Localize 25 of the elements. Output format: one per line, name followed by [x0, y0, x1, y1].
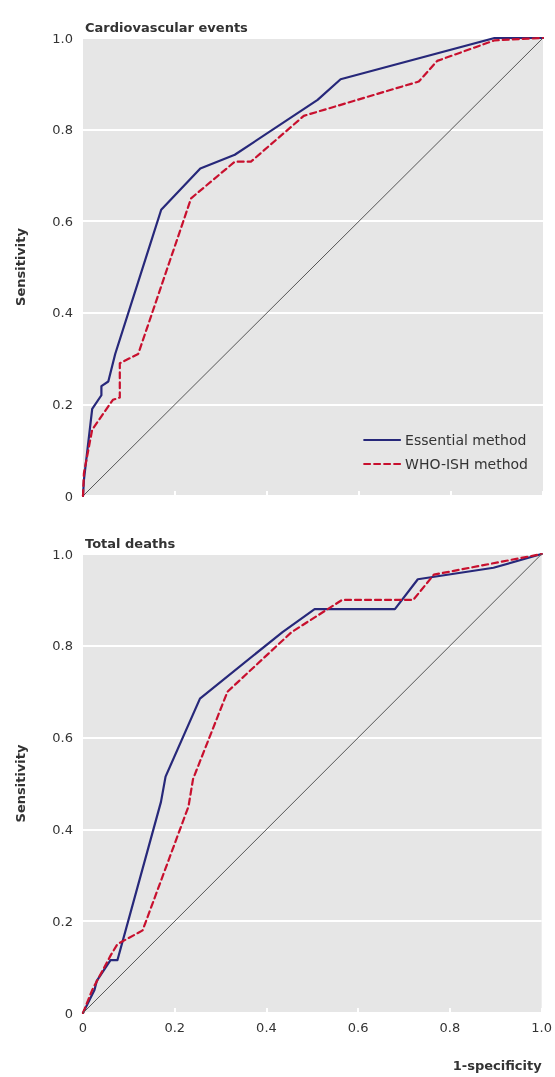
- x-tick-label: 0.8: [439, 1020, 461, 1035]
- y-tick-label: 0: [64, 488, 73, 504]
- legend-label: Essential method: [405, 432, 527, 448]
- y-tick-label: 0.6: [52, 730, 73, 746]
- y-tick-label: 0.2: [52, 396, 73, 412]
- y-tick-label: 0.4: [52, 821, 73, 837]
- x-tick-label: 0: [78, 1020, 88, 1035]
- y-tick-label: 0.4: [52, 305, 73, 321]
- legend-label: WHO-ISH method: [405, 456, 528, 472]
- x-tick-label: 1.0: [531, 1020, 553, 1035]
- y-axis-title: Sensitivity: [13, 744, 28, 823]
- y-tick-label: 1.0: [52, 30, 73, 46]
- x-tick-label: 0.6: [347, 1020, 369, 1035]
- y-axis-title: Sensitivity: [13, 227, 28, 306]
- x-tick-label: 0.2: [164, 1020, 186, 1035]
- y-tick-label: 0.8: [52, 122, 73, 138]
- y-tick-label: 0.8: [52, 638, 73, 654]
- y-tick-label: 0.2: [52, 913, 73, 929]
- x-axis-title: 1-specificity: [452, 1058, 543, 1073]
- y-tick-label: 0: [64, 1005, 73, 1021]
- y-tick-label: 0.6: [52, 213, 73, 229]
- chart-title: Cardiovascular events: [85, 20, 249, 35]
- x-tick-label: 0.4: [256, 1020, 277, 1035]
- y-tick-label: 1.0: [52, 546, 73, 562]
- chart-title: Total deaths: [85, 536, 176, 551]
